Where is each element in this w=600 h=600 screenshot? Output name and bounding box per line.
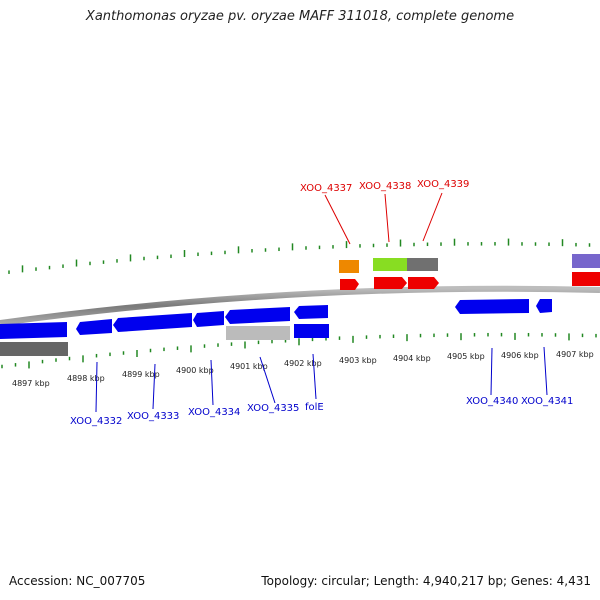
scale-label: 4902 kbp xyxy=(284,359,322,368)
label-leader-lines xyxy=(95,192,548,413)
gene-blue-4333b[interactable] xyxy=(113,313,192,332)
genome-backbone xyxy=(0,285,600,326)
gene-label[interactable]: XOO_4340 xyxy=(466,396,518,407)
leader-line xyxy=(210,359,214,406)
accession-text: Accession: NC_007705 xyxy=(9,574,146,588)
gene-red-right[interactable] xyxy=(572,272,600,286)
gene-label[interactable]: XOO_4337 xyxy=(300,183,352,194)
gene-red-xoo-4338[interactable] xyxy=(374,277,407,289)
gene-orange[interactable] xyxy=(339,260,359,273)
scale-ticks-bottom xyxy=(1,332,597,369)
leader-line xyxy=(384,193,390,243)
gene-blue-fole-b[interactable] xyxy=(294,324,329,338)
gene-lightgray[interactable] xyxy=(226,326,290,340)
leader-line xyxy=(259,356,276,404)
gene-blue-fole-a[interactable] xyxy=(294,305,328,319)
gene-label[interactable]: XOO_4333 xyxy=(127,411,179,422)
scale-label: 4900 kbp xyxy=(176,366,214,375)
gene-blue-4332[interactable] xyxy=(0,322,67,339)
scale-label: 4897 kbp xyxy=(12,379,50,388)
scale-label: 4903 kbp xyxy=(339,356,377,365)
leader-line xyxy=(543,346,548,396)
gene-label[interactable]: XOO_4338 xyxy=(359,181,411,192)
gene-label[interactable]: XOO_4335 xyxy=(247,403,299,414)
gene-label[interactable]: XOO_4334 xyxy=(188,407,240,418)
leader-line xyxy=(152,363,156,410)
gene-labels-top: XOO_4337 XOO_4338 XOO_4339 xyxy=(300,179,469,194)
gene-label[interactable]: XOO_4332 xyxy=(70,416,122,427)
gene-label[interactable]: folE xyxy=(305,402,324,413)
gene-blue-4340[interactable] xyxy=(455,299,529,314)
scale-label: 4906 kbp xyxy=(501,351,539,360)
gene-label[interactable]: XOO_4341 xyxy=(521,396,573,407)
scale-labels: 4897 kbp 4898 kbp 4899 kbp 4900 kbp 4901 kbp… xyxy=(12,350,594,388)
genome-title: Xanthomonas oryzae pv. oryzae MAFF 31101… xyxy=(85,9,515,24)
forward-features xyxy=(339,254,600,290)
leader-line xyxy=(422,192,443,242)
leader-line xyxy=(490,347,493,396)
gene-gray-left[interactable] xyxy=(0,342,68,356)
gene-blue-4341[interactable] xyxy=(536,299,552,313)
gene-green[interactable] xyxy=(373,258,407,271)
gene-blue-4333a[interactable] xyxy=(76,319,112,335)
scale-label: 4907 kbp xyxy=(556,350,594,359)
scale-label: 4898 kbp xyxy=(67,374,105,383)
gene-gray-forward[interactable] xyxy=(407,258,438,271)
scale-label: 4899 kbp xyxy=(122,370,160,379)
gene-label[interactable]: XOO_4339 xyxy=(417,179,469,190)
gene-blue-4335[interactable] xyxy=(225,307,290,324)
gene-labels-bottom: XOO_4332 XOO_4333 XOO_4334 XOO_4335 folE XOO_… xyxy=(70,396,573,427)
scale-label: 4905 kbp xyxy=(447,352,485,361)
scale-ticks-top xyxy=(8,238,591,274)
genome-summary-text: Topology: circular; Length: 4,940,217 bp… xyxy=(261,574,591,588)
scale-label: 4901 kbp xyxy=(230,362,268,371)
leader-line xyxy=(324,194,351,245)
gene-purple[interactable] xyxy=(572,254,600,268)
leader-line xyxy=(312,353,317,400)
scale-label: 4904 kbp xyxy=(393,354,431,363)
leader-line xyxy=(95,361,98,413)
gene-blue-4334[interactable] xyxy=(193,311,224,327)
reverse-features xyxy=(0,299,552,356)
gene-red-xoo-4337[interactable] xyxy=(340,279,359,290)
gene-red-xoo-4339[interactable] xyxy=(408,277,439,289)
